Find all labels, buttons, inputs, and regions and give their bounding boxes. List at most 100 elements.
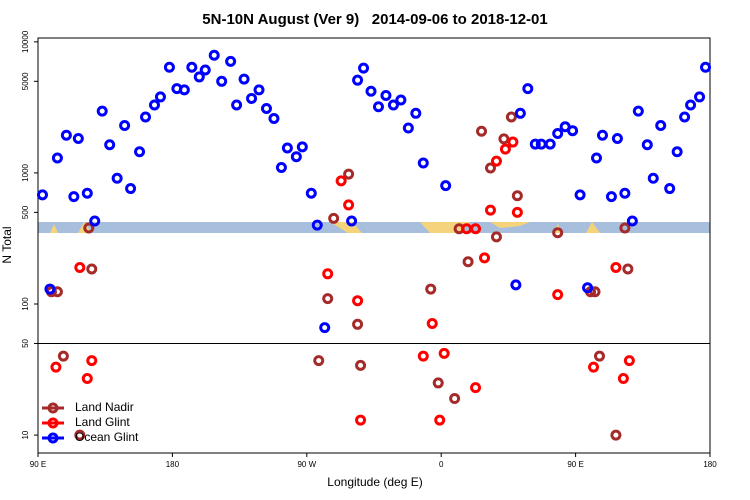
point bbox=[290, 151, 302, 163]
point bbox=[104, 139, 116, 151]
point bbox=[417, 350, 429, 362]
x-tick-label: 180 bbox=[703, 460, 717, 469]
point bbox=[440, 180, 452, 192]
point bbox=[225, 55, 237, 67]
point bbox=[552, 289, 564, 301]
point bbox=[611, 133, 623, 145]
legend-label: Land Nadir bbox=[75, 400, 134, 414]
point bbox=[322, 293, 334, 305]
point bbox=[89, 215, 101, 227]
point bbox=[470, 382, 482, 394]
point bbox=[510, 279, 522, 291]
point bbox=[352, 318, 364, 330]
point bbox=[505, 111, 517, 123]
point bbox=[507, 136, 519, 148]
point bbox=[51, 152, 63, 164]
point bbox=[355, 414, 367, 426]
x-tick-label: 0 bbox=[439, 460, 444, 469]
x-axis-label: Longitude (deg E) bbox=[327, 475, 422, 489]
point bbox=[484, 162, 496, 174]
point bbox=[596, 129, 608, 141]
point bbox=[238, 73, 250, 85]
legend-label: Ocean Glint bbox=[75, 430, 139, 444]
x-tick-label: 90 W bbox=[297, 460, 316, 469]
legend-marker bbox=[47, 417, 59, 429]
point bbox=[125, 183, 137, 195]
legend-label: Land Glint bbox=[75, 415, 130, 429]
point bbox=[619, 187, 631, 199]
point bbox=[57, 350, 69, 362]
point bbox=[343, 168, 355, 180]
y-axis-label: N Total bbox=[0, 226, 14, 263]
point bbox=[96, 105, 108, 117]
point bbox=[74, 261, 86, 273]
point bbox=[81, 187, 93, 199]
point bbox=[410, 107, 422, 119]
point bbox=[619, 222, 631, 234]
point bbox=[664, 183, 676, 195]
point bbox=[311, 219, 323, 231]
point bbox=[552, 127, 564, 139]
point bbox=[449, 393, 461, 405]
point bbox=[154, 91, 166, 103]
y-tick-label: 10 bbox=[21, 430, 30, 439]
point bbox=[208, 49, 220, 61]
point bbox=[268, 113, 280, 125]
point bbox=[148, 99, 160, 111]
point bbox=[322, 268, 334, 280]
point bbox=[522, 83, 534, 95]
y-tick-label: 500 bbox=[21, 205, 30, 219]
point bbox=[68, 191, 80, 203]
point bbox=[511, 206, 523, 218]
point bbox=[44, 283, 56, 295]
x-tick-label: 180 bbox=[166, 460, 180, 469]
x-tick-label: 90 E bbox=[567, 460, 583, 469]
point bbox=[425, 283, 437, 295]
point bbox=[346, 215, 358, 227]
point bbox=[605, 191, 617, 203]
point bbox=[163, 61, 175, 73]
point bbox=[86, 355, 98, 367]
point bbox=[434, 414, 446, 426]
point bbox=[641, 139, 653, 151]
point bbox=[582, 282, 594, 294]
point bbox=[626, 215, 638, 227]
point bbox=[72, 133, 84, 145]
point bbox=[140, 111, 152, 123]
point bbox=[694, 91, 706, 103]
point bbox=[352, 74, 364, 86]
point bbox=[617, 373, 629, 385]
point bbox=[328, 212, 340, 224]
point bbox=[86, 263, 98, 275]
point bbox=[622, 263, 634, 275]
point bbox=[490, 155, 502, 167]
y-tick-label: 50 bbox=[21, 338, 30, 347]
point bbox=[499, 143, 511, 155]
point bbox=[591, 152, 603, 164]
point bbox=[358, 62, 370, 74]
point bbox=[438, 347, 450, 359]
point bbox=[352, 295, 364, 307]
point bbox=[395, 94, 407, 106]
point bbox=[647, 172, 659, 184]
x-tick-label: 90 E bbox=[30, 460, 46, 469]
y-tick-label: 5000 bbox=[21, 72, 30, 90]
point bbox=[552, 227, 564, 239]
point bbox=[588, 361, 600, 373]
point bbox=[199, 64, 211, 76]
point bbox=[593, 350, 605, 362]
point bbox=[119, 120, 131, 132]
legend-marker bbox=[47, 402, 59, 414]
point bbox=[335, 175, 347, 187]
point bbox=[275, 162, 287, 174]
point bbox=[319, 322, 331, 334]
point bbox=[186, 61, 198, 73]
point bbox=[610, 429, 622, 441]
plot-frame bbox=[37, 37, 711, 454]
point bbox=[134, 146, 146, 158]
point bbox=[111, 172, 123, 184]
y-tick-label: 100 bbox=[21, 297, 30, 311]
point bbox=[700, 61, 712, 73]
point bbox=[281, 142, 293, 154]
